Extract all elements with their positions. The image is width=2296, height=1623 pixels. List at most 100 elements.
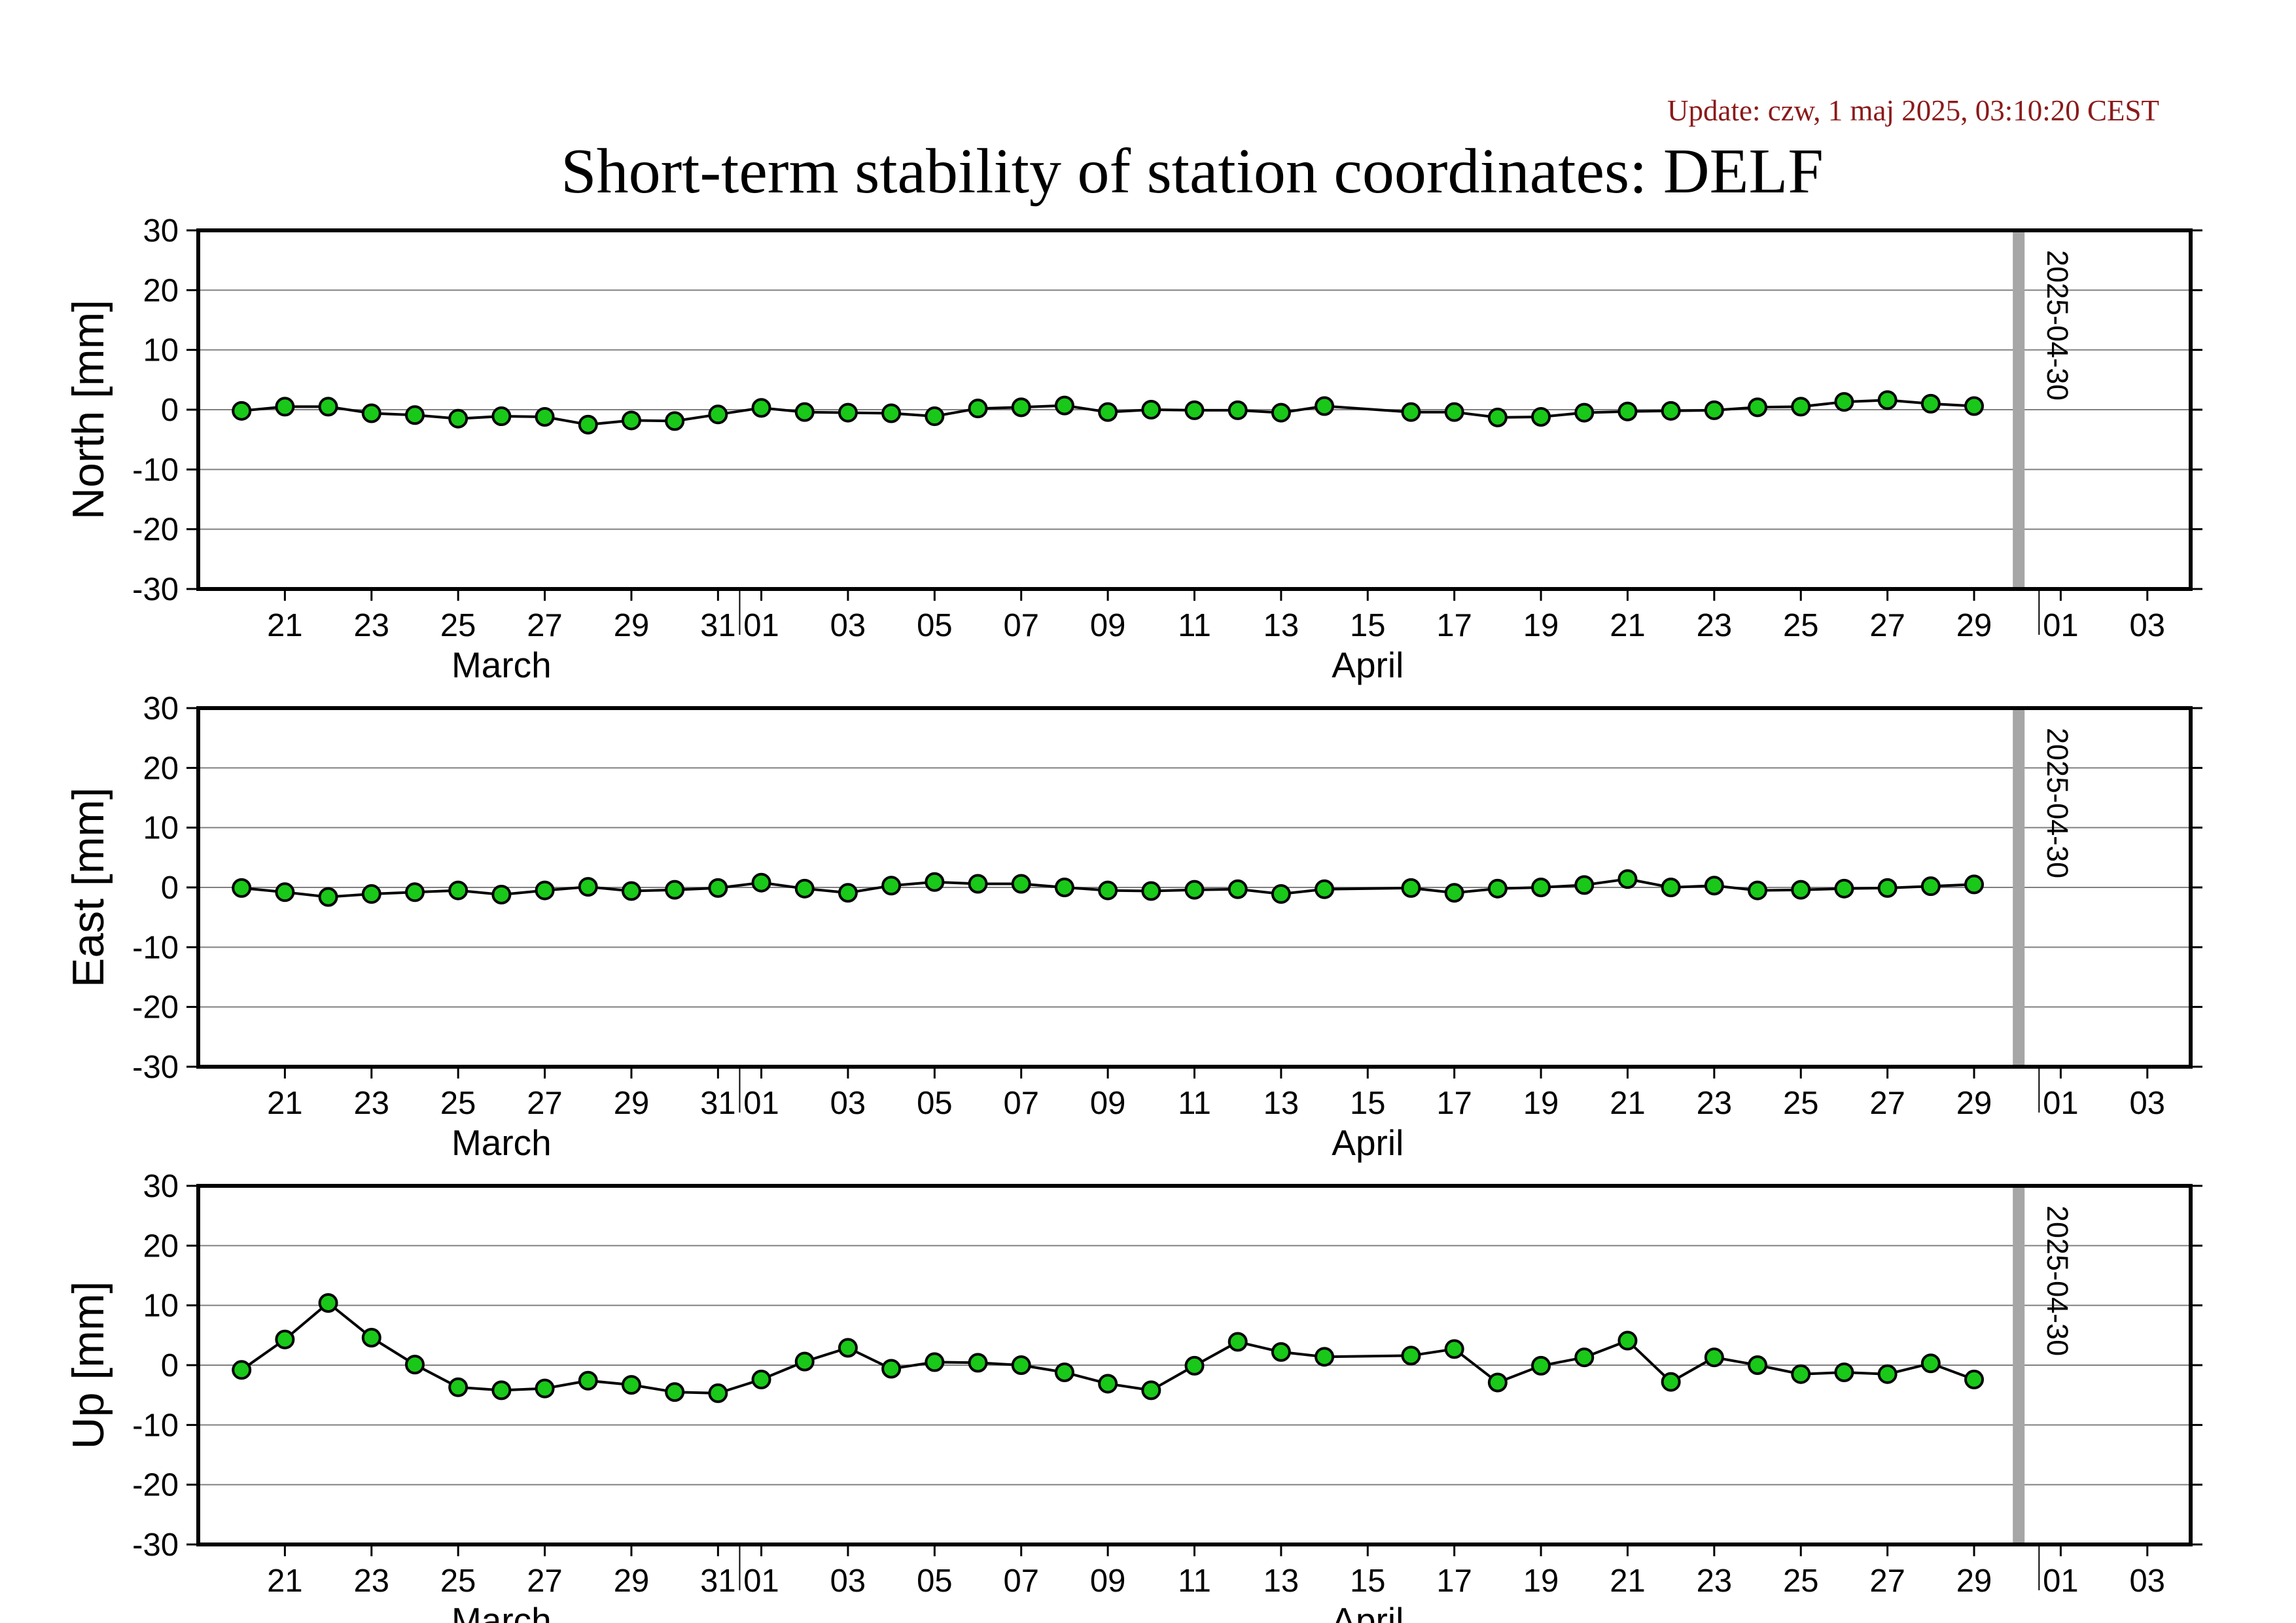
x-tick-label: 29 bbox=[614, 1086, 650, 1121]
y-tick-label: 0 bbox=[161, 393, 179, 428]
data-point bbox=[1315, 879, 1335, 899]
x-tick-label: 21 bbox=[267, 608, 303, 643]
x-tick-label: 31 bbox=[700, 608, 736, 643]
data-point bbox=[665, 411, 685, 431]
y-tick-label: 0 bbox=[161, 1348, 179, 1383]
data-point bbox=[1271, 402, 1291, 423]
data-point bbox=[1184, 400, 1205, 420]
month-label: March bbox=[451, 645, 552, 685]
data-point bbox=[881, 403, 902, 423]
data-point bbox=[794, 878, 815, 899]
x-tick-label: 29 bbox=[1956, 1086, 1992, 1121]
plot-frame bbox=[196, 706, 2193, 1069]
month-label: March bbox=[451, 1122, 552, 1163]
data-point bbox=[708, 878, 728, 898]
x-tick-label: 15 bbox=[1350, 608, 1386, 643]
data-point bbox=[1661, 1372, 1681, 1392]
data-point bbox=[881, 1359, 902, 1379]
month-label: April bbox=[1332, 1600, 1404, 1623]
x-tick-label: 27 bbox=[527, 608, 563, 643]
y-tick-label: 10 bbox=[143, 333, 179, 368]
x-tick-label: 25 bbox=[1783, 1563, 1819, 1599]
x-tick-label: 25 bbox=[440, 1563, 476, 1599]
y-tick-label: 20 bbox=[143, 273, 179, 308]
data-point bbox=[1791, 1364, 1811, 1384]
data-point bbox=[1531, 878, 1551, 897]
data-point bbox=[1444, 1339, 1464, 1359]
today-bar bbox=[2013, 708, 2025, 1067]
data-point bbox=[318, 887, 338, 907]
data-point bbox=[1315, 1347, 1335, 1367]
x-tick-label: 29 bbox=[1956, 608, 1992, 643]
data-point bbox=[1271, 1342, 1291, 1362]
data-point bbox=[404, 882, 425, 902]
x-tick-label: 09 bbox=[1090, 1563, 1126, 1599]
today-bar bbox=[2013, 1186, 2025, 1544]
data-point bbox=[838, 402, 858, 423]
data-point bbox=[1574, 875, 1595, 895]
plot-frame bbox=[196, 228, 2193, 591]
x-tick-label: 13 bbox=[1263, 1086, 1299, 1121]
x-tick-label: 13 bbox=[1263, 608, 1299, 643]
x-tick-label: 11 bbox=[1178, 1563, 1211, 1599]
x-tick-label: 05 bbox=[917, 1086, 953, 1121]
y-axis-label: Up [mm] bbox=[63, 1281, 113, 1450]
data-point bbox=[1401, 402, 1421, 422]
x-tick-label: 25 bbox=[1783, 1086, 1819, 1121]
y-tick-label: 10 bbox=[143, 811, 179, 846]
x-tick-label: 17 bbox=[1436, 608, 1472, 643]
data-point bbox=[621, 881, 641, 901]
data-point bbox=[1054, 395, 1074, 416]
data-point bbox=[448, 1377, 468, 1397]
data-point bbox=[1011, 397, 1031, 418]
data-point bbox=[535, 1378, 555, 1399]
x-tick-label: 03 bbox=[830, 1086, 866, 1121]
x-tick-label: 03 bbox=[2130, 1086, 2166, 1121]
data-point bbox=[318, 397, 338, 417]
data-point bbox=[1877, 878, 1898, 898]
data-point bbox=[1098, 402, 1118, 422]
x-tick-label: 17 bbox=[1436, 1563, 1472, 1599]
x-tick-label: 07 bbox=[1003, 1086, 1039, 1121]
y-tick-label: -30 bbox=[132, 572, 179, 607]
series-line bbox=[241, 399, 1975, 426]
y-tick-label: 0 bbox=[161, 870, 179, 906]
plot-frame bbox=[196, 1184, 2193, 1546]
data-point bbox=[1920, 393, 1941, 414]
data-point bbox=[1098, 880, 1118, 901]
x-tick-label: 27 bbox=[1869, 1086, 1905, 1121]
data-point bbox=[1964, 396, 1985, 416]
y-tick-label: 30 bbox=[143, 213, 179, 249]
data-point bbox=[1141, 1380, 1161, 1400]
x-tick-label: 01 bbox=[743, 1086, 779, 1121]
data-point bbox=[578, 877, 598, 897]
data-point bbox=[1401, 1346, 1421, 1366]
data-point bbox=[1444, 402, 1464, 422]
data-point bbox=[535, 406, 555, 427]
today-label: 2025-04-30 bbox=[2041, 728, 2074, 878]
y-axis-label: East [mm] bbox=[63, 787, 113, 988]
data-point bbox=[448, 880, 468, 901]
data-point bbox=[708, 404, 728, 425]
x-tick-label: 03 bbox=[830, 608, 866, 643]
data-point bbox=[665, 1382, 685, 1402]
data-point bbox=[232, 878, 252, 898]
x-tick-label: 03 bbox=[830, 1563, 866, 1599]
data-point bbox=[708, 1383, 728, 1403]
x-tick-label: 19 bbox=[1523, 1086, 1559, 1121]
data-point bbox=[1791, 880, 1811, 900]
y-tick-label: 30 bbox=[143, 1169, 179, 1204]
x-tick-label: 21 bbox=[1610, 1563, 1646, 1599]
x-tick-label: 27 bbox=[1869, 608, 1905, 643]
data-point bbox=[491, 884, 512, 904]
y-tick-label: -30 bbox=[132, 1527, 179, 1563]
data-point bbox=[968, 874, 988, 894]
x-tick-label: 27 bbox=[1869, 1563, 1905, 1599]
data-point bbox=[1617, 869, 1638, 889]
x-tick-label: 31 bbox=[700, 1086, 736, 1121]
data-point bbox=[1661, 878, 1681, 897]
data-point bbox=[1227, 879, 1248, 899]
data-point bbox=[232, 401, 252, 421]
